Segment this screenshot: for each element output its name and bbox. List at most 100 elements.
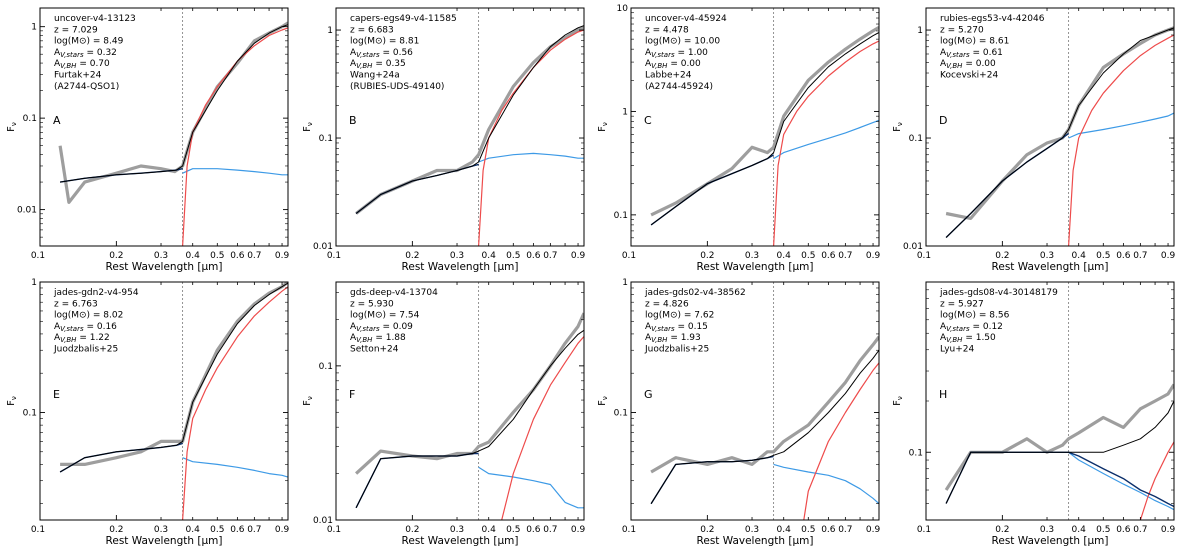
- plot-area: [945, 8, 1174, 246]
- total-model: [59, 282, 288, 473]
- annotation-line: z = 7.029: [54, 25, 98, 35]
- agn-continuum: [773, 40, 879, 246]
- annotation-line: gds-deep-v4-13704: [350, 288, 438, 298]
- annotation-line: Furtak+24: [54, 71, 102, 81]
- x-axis-label: Rest Wavelength [μm]: [992, 261, 1109, 273]
- x-tick-label: 0.1: [327, 525, 341, 535]
- emission-line-model: [478, 466, 584, 509]
- x-tick-label: 0.7: [838, 525, 852, 535]
- y-axis-label: Fν: [597, 396, 609, 406]
- y-tick-label: 0.01: [903, 242, 923, 252]
- x-tick-label: 0.1: [31, 525, 45, 535]
- annotation-line: uncover-v4-13123: [54, 14, 136, 24]
- emission-line-model: [1068, 112, 1174, 139]
- x-tick-label: 0.3: [154, 525, 168, 535]
- total-model: [60, 24, 288, 183]
- emission-line-model: [1068, 451, 1174, 511]
- x-tick-label: 0.4: [186, 525, 201, 535]
- x-tick-label: 0.1: [327, 251, 341, 261]
- plot-frame: [335, 7, 585, 247]
- panel-letter: E: [53, 388, 60, 401]
- x-tick-label: 0.4: [777, 251, 792, 261]
- agn-continuum: [182, 286, 288, 520]
- annotation-line: Wang+24a: [350, 71, 400, 81]
- x-axis-label: Rest Wavelength [μm]: [697, 261, 814, 273]
- annotation-line: z = 6.763: [54, 299, 98, 309]
- plot-area: [58, 8, 288, 246]
- x-tick-label: 0.3: [154, 251, 168, 261]
- total-model: [355, 329, 584, 509]
- x-tick-label: 0.2: [405, 525, 419, 535]
- annotation-line: Labbe+24: [645, 71, 692, 81]
- observed-spectrum: [60, 282, 288, 466]
- x-tick-label: 0.7: [247, 525, 261, 535]
- x-tick-label: 0.9: [866, 251, 881, 261]
- annotation-line: rubies-egs53-v4-42046: [940, 14, 1045, 24]
- x-tick-label: 0.5: [801, 525, 815, 535]
- x-tick-label: 0.3: [745, 251, 759, 261]
- agn-continuum: [1068, 34, 1174, 246]
- x-tick-label: 0.9: [571, 525, 586, 535]
- annotation-line: jades-gdn2-v4-954: [53, 288, 139, 298]
- annotation-line: jades-gds02-v4-38562: [644, 288, 746, 298]
- annotation-line: Juodzbalis+25: [644, 345, 709, 355]
- annotation-line: (A2744-QSO1): [54, 82, 119, 92]
- x-tick-label: 0.5: [506, 251, 520, 261]
- y-tick-label: 0.01: [313, 242, 333, 252]
- y-tick-label: 0.1: [614, 211, 628, 221]
- plot-area: [944, 282, 1174, 520]
- plot-area: [355, 8, 584, 246]
- total-model: [945, 27, 1174, 238]
- annotation-line: log(M⊙) = 10.00: [645, 37, 720, 47]
- plot-frame: [630, 7, 880, 247]
- x-tick-label: 0.7: [543, 525, 557, 535]
- annotation-line: z = 4.826: [645, 299, 689, 309]
- emission-line-model: [182, 168, 288, 176]
- panel-a: 0.1 0.2 0.3 0.4 0.5 0.6 0.7 0.9 0.01 0.1 1 Rest Wav…: [6, 7, 289, 273]
- y-axis-label: Fν: [6, 396, 18, 406]
- annotation-line: AV,BH = 1.88: [350, 333, 406, 344]
- annotation-line: log(M⊙) = 8.02: [54, 311, 123, 321]
- annotation-line: AV,BH = 0.00: [940, 59, 996, 70]
- x-tick-label: 0.6: [1116, 525, 1131, 535]
- x-tick-label: 0.4: [1072, 251, 1087, 261]
- y-tick-label: 0.1: [614, 408, 628, 418]
- y-axis-label: Fν: [892, 396, 904, 406]
- emission-line-model: [773, 119, 879, 160]
- plot-area: [650, 282, 879, 520]
- panel-e: 0.1 0.2 0.3 0.4 0.5 0.6 0.7 0.9 0.1 1 Rest Wavelen…: [6, 278, 289, 547]
- plot-area: [650, 8, 879, 246]
- stellar-model: [355, 452, 479, 509]
- x-tick-label: 0.5: [210, 525, 224, 535]
- x-tick-label: 0.9: [571, 251, 586, 261]
- panel-g: 0.1 0.2 0.3 0.4 0.5 0.6 0.7 0.9 0.1 1 Rest Wavelen…: [597, 278, 880, 547]
- annotation-line: Setton+24: [350, 345, 399, 355]
- y-tick-label: 0.1: [23, 408, 37, 418]
- total-model: [355, 25, 584, 214]
- y-tick-label: 1: [622, 107, 628, 117]
- x-axis-label: Rest Wavelength [μm]: [402, 535, 519, 547]
- observed-spectrum: [355, 26, 584, 215]
- annotation-line: AV,stars = 0.32: [54, 48, 117, 59]
- annotation-line: z = 6.683: [350, 25, 394, 35]
- y-tick-label: 0.1: [23, 114, 37, 124]
- annotation-line: AV,BH = 0.00: [645, 59, 701, 70]
- y-tick-label: 1: [31, 278, 37, 288]
- stellar-model: [945, 451, 1174, 508]
- annotation-line: uncover-v4-45924: [645, 14, 727, 24]
- annotation-line: z = 5.930: [350, 299, 394, 309]
- x-tick-label: 0.4: [1072, 525, 1087, 535]
- x-tick-label: 0.9: [1161, 525, 1176, 535]
- plot-frame: [335, 281, 585, 521]
- x-tick-label: 0.3: [745, 525, 759, 535]
- x-tick-label: 0.5: [1096, 251, 1110, 261]
- x-tick-label: 0.7: [1133, 525, 1147, 535]
- x-axis-label: Rest Wavelength [μm]: [106, 535, 223, 547]
- panel-c: 0.1 0.2 0.3 0.4 0.5 0.6 0.7 0.9 0.1 1 10 Rest Wavel…: [597, 4, 880, 273]
- y-tick-label: 10: [617, 4, 629, 14]
- x-tick-label: 0.1: [917, 525, 931, 535]
- annotation-line: AV,stars = 0.56: [350, 48, 413, 59]
- x-tick-label: 0.2: [405, 251, 419, 261]
